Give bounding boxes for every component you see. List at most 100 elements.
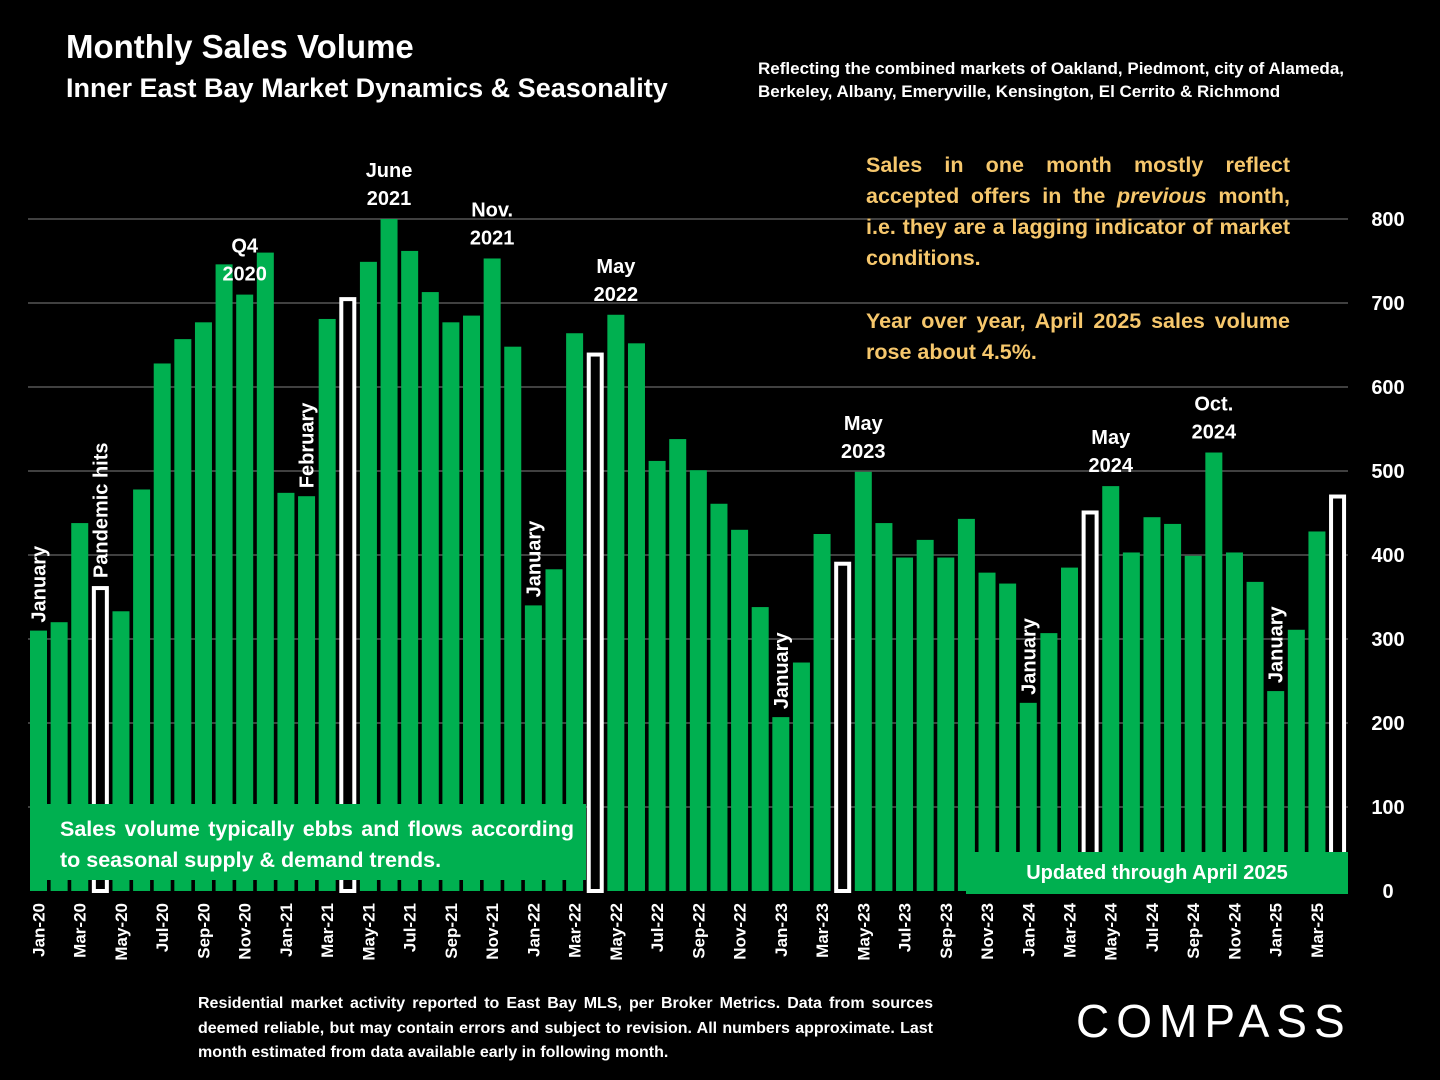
x-tick-label: Jan-21 xyxy=(277,903,296,957)
bar xyxy=(957,518,975,891)
bar xyxy=(751,607,769,891)
bar xyxy=(648,460,666,891)
bar-annotation: 2023 xyxy=(841,441,886,463)
y-tick-label: 200 xyxy=(1371,713,1404,735)
bar-annotation: January xyxy=(29,545,51,623)
lagging-indicator-note: Sales in one month mostly reflect accept… xyxy=(866,150,1290,400)
note-emphasis: previous xyxy=(1117,184,1207,208)
bar-annotation: 2022 xyxy=(594,284,639,306)
x-tick-label: May-23 xyxy=(854,903,873,961)
x-tick-label: Jan-22 xyxy=(524,903,543,957)
x-tick-label: Jul-22 xyxy=(648,903,667,952)
bar-annotation: January xyxy=(771,632,793,710)
bar xyxy=(463,315,481,892)
bar-annotation: 2020 xyxy=(222,264,267,286)
bar xyxy=(999,583,1017,891)
bar-annotation: June xyxy=(366,160,413,182)
x-tick-label: Sep-21 xyxy=(442,903,461,959)
bar xyxy=(1040,633,1058,891)
highlighted-bar xyxy=(339,297,357,893)
bar xyxy=(978,572,996,891)
y-tick-label: 0 xyxy=(1382,881,1393,903)
bar xyxy=(1143,517,1161,891)
bar xyxy=(607,314,625,891)
x-tick-label: Jan-23 xyxy=(772,903,791,957)
bar xyxy=(566,333,584,891)
bar-annotation: May xyxy=(844,413,884,435)
y-tick-label: 500 xyxy=(1371,461,1404,483)
bar xyxy=(1246,581,1264,891)
highlighted-bar xyxy=(586,352,604,893)
bar-annotation: Oct. xyxy=(1194,394,1233,416)
bar xyxy=(318,318,336,892)
bar xyxy=(174,339,192,891)
bar xyxy=(1267,691,1285,891)
x-tick-label: Mar-22 xyxy=(566,903,585,958)
compass-logo: COMPASS xyxy=(1076,995,1352,1047)
bar xyxy=(298,496,316,891)
bar xyxy=(813,534,831,891)
bar xyxy=(1102,486,1120,891)
bar xyxy=(401,250,419,892)
x-tick-label: Mar-24 xyxy=(1061,902,1080,957)
markets-description: Reflecting the combined markets of Oakla… xyxy=(758,57,1398,103)
bar xyxy=(359,261,377,892)
bar xyxy=(421,292,439,892)
x-tick-label: Nov-22 xyxy=(731,903,750,960)
bar-annotation: January xyxy=(523,520,545,598)
x-tick-label: Mar-21 xyxy=(318,903,337,958)
bar xyxy=(916,539,934,891)
x-tick-label: Jan-20 xyxy=(30,903,49,957)
bar xyxy=(689,470,707,891)
bar xyxy=(627,343,645,891)
bar xyxy=(1287,629,1305,891)
bar xyxy=(133,489,151,891)
bar xyxy=(669,439,687,891)
bar xyxy=(71,523,89,891)
bar xyxy=(194,322,212,891)
bar xyxy=(1122,552,1140,891)
highlighted-bar xyxy=(1329,494,1347,893)
x-tick-label: Jul-21 xyxy=(401,903,420,952)
x-tick-label: Jul-23 xyxy=(896,903,915,952)
x-tick-label: May-22 xyxy=(607,903,626,961)
seasonality-callout: Sales volume typically ebbs and flows ac… xyxy=(30,804,586,880)
x-tick-label: Sep-24 xyxy=(1184,902,1203,958)
x-tick-label: May-20 xyxy=(112,903,131,961)
updated-through-badge: Updated through April 2025 xyxy=(966,852,1348,894)
bar xyxy=(236,294,254,892)
bar-annotation: 2024 xyxy=(1192,422,1237,444)
x-tick-label: Mar-25 xyxy=(1308,903,1327,958)
x-tick-label: Jul-24 xyxy=(1143,902,1162,952)
bar-annotation: Nov. xyxy=(471,199,513,221)
x-tick-label: Jul-20 xyxy=(153,903,172,952)
bar xyxy=(256,252,274,892)
bar xyxy=(504,346,522,891)
bar-annotation: Pandemic hits xyxy=(90,442,112,578)
x-tick-label: Sep-23 xyxy=(937,903,956,959)
highlighted-bar xyxy=(1081,510,1099,893)
markets-line-2: Berkeley, Albany, Emeryville, Kensington… xyxy=(758,82,1281,101)
bar-annotation: 2021 xyxy=(470,227,515,249)
highlighted-bar xyxy=(834,561,852,893)
x-tick-label: Mar-20 xyxy=(71,903,90,958)
x-tick-label: Nov-24 xyxy=(1225,902,1244,959)
y-tick-label: 100 xyxy=(1371,797,1404,819)
source-footnote: Residential market activity reported to … xyxy=(198,995,933,1061)
bar xyxy=(442,322,460,891)
bar xyxy=(710,503,728,891)
bar-annotation: Q4 xyxy=(231,236,259,258)
bar xyxy=(1308,531,1326,891)
x-tick-label: Sep-22 xyxy=(689,903,708,959)
bar xyxy=(1164,523,1182,891)
x-tick-label: Mar-23 xyxy=(813,903,832,958)
x-tick-label: Nov-20 xyxy=(236,903,255,960)
bar-annotation: January xyxy=(1266,605,1288,683)
bar xyxy=(937,557,955,891)
bar xyxy=(854,471,872,891)
x-tick-label: May-21 xyxy=(359,903,378,961)
bar xyxy=(731,529,749,891)
bar xyxy=(277,492,295,891)
bar xyxy=(772,717,790,891)
